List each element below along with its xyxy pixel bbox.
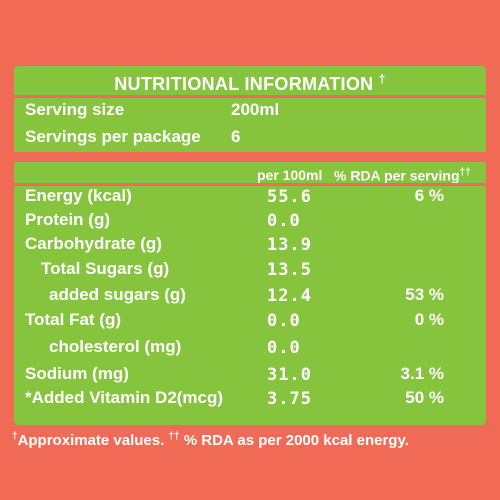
nutrient-rda: 50 %: [405, 388, 444, 407]
column-rda-header: % RDA per serving††: [334, 167, 471, 184]
title-footnote-mark: †: [378, 72, 386, 86]
nutrient-name: Carbohydrate (g): [25, 234, 162, 253]
rda-footnote-mark: ††: [459, 167, 471, 178]
nutrient-value: 13.9: [267, 235, 312, 255]
nutrient-name: cholesterol (mg): [49, 337, 182, 356]
nutrient-value: 3.75: [267, 389, 312, 409]
footnote-text-1: Approximate values.: [17, 432, 165, 449]
column-per100-header: per 100ml: [257, 167, 323, 183]
nutrient-name: Sodium (mg): [25, 364, 129, 383]
nutrient-value: 55.6: [267, 187, 312, 207]
nutrient-name: Energy (kcal): [25, 186, 132, 205]
servings-per-package-value: 6: [231, 127, 241, 146]
footnote-text-2: % RDA as per 2000 kcal energy.: [183, 432, 409, 449]
nutrient-value: 0.0: [267, 338, 301, 358]
nutrient-name: Total Sugars (g): [41, 259, 170, 278]
nutrient-value: 0.0: [267, 211, 301, 231]
nutrient-value: 12.4: [267, 286, 312, 306]
column-rda-text: % RDA per serving: [334, 167, 460, 184]
header-divider: [14, 183, 486, 186]
title-text: NUTRITIONAL INFORMATION: [114, 74, 374, 94]
serving-size-value: 200ml: [231, 100, 280, 119]
nutrient-rda: 0 %: [414, 310, 444, 329]
nutrient-value: 0.0: [267, 311, 301, 331]
servings-per-package-label: Servings per package: [25, 127, 201, 146]
nutrient-name: added sugars (g): [49, 285, 186, 304]
nutrition-panel: NUTRITIONAL INFORMATION † Serving size 2…: [14, 66, 486, 425]
serving-size-label: Serving size: [25, 100, 125, 119]
nutrient-value: 13.5: [267, 260, 312, 280]
footnote-mark-1: †: [12, 431, 18, 442]
nutrient-rda: 53 %: [405, 285, 444, 304]
panel-title: NUTRITIONAL INFORMATION †: [14, 72, 486, 95]
title-divider: [14, 95, 486, 98]
nutrient-name: Total Fat (g): [25, 310, 121, 329]
nutrient-name: *Added Vitamin D2(mcg): [25, 388, 224, 407]
nutrient-rda: 6 %: [414, 186, 444, 205]
footnote: †Approximate values. †† % RDA as per 200…: [12, 431, 409, 449]
nutrient-rda: 3.1 %: [400, 364, 444, 383]
nutrient-name: Protein (g): [25, 210, 110, 229]
serving-divider: [14, 152, 486, 162]
footnote-mark-2: ††: [168, 431, 180, 442]
nutrient-value: 31.0: [267, 365, 312, 385]
